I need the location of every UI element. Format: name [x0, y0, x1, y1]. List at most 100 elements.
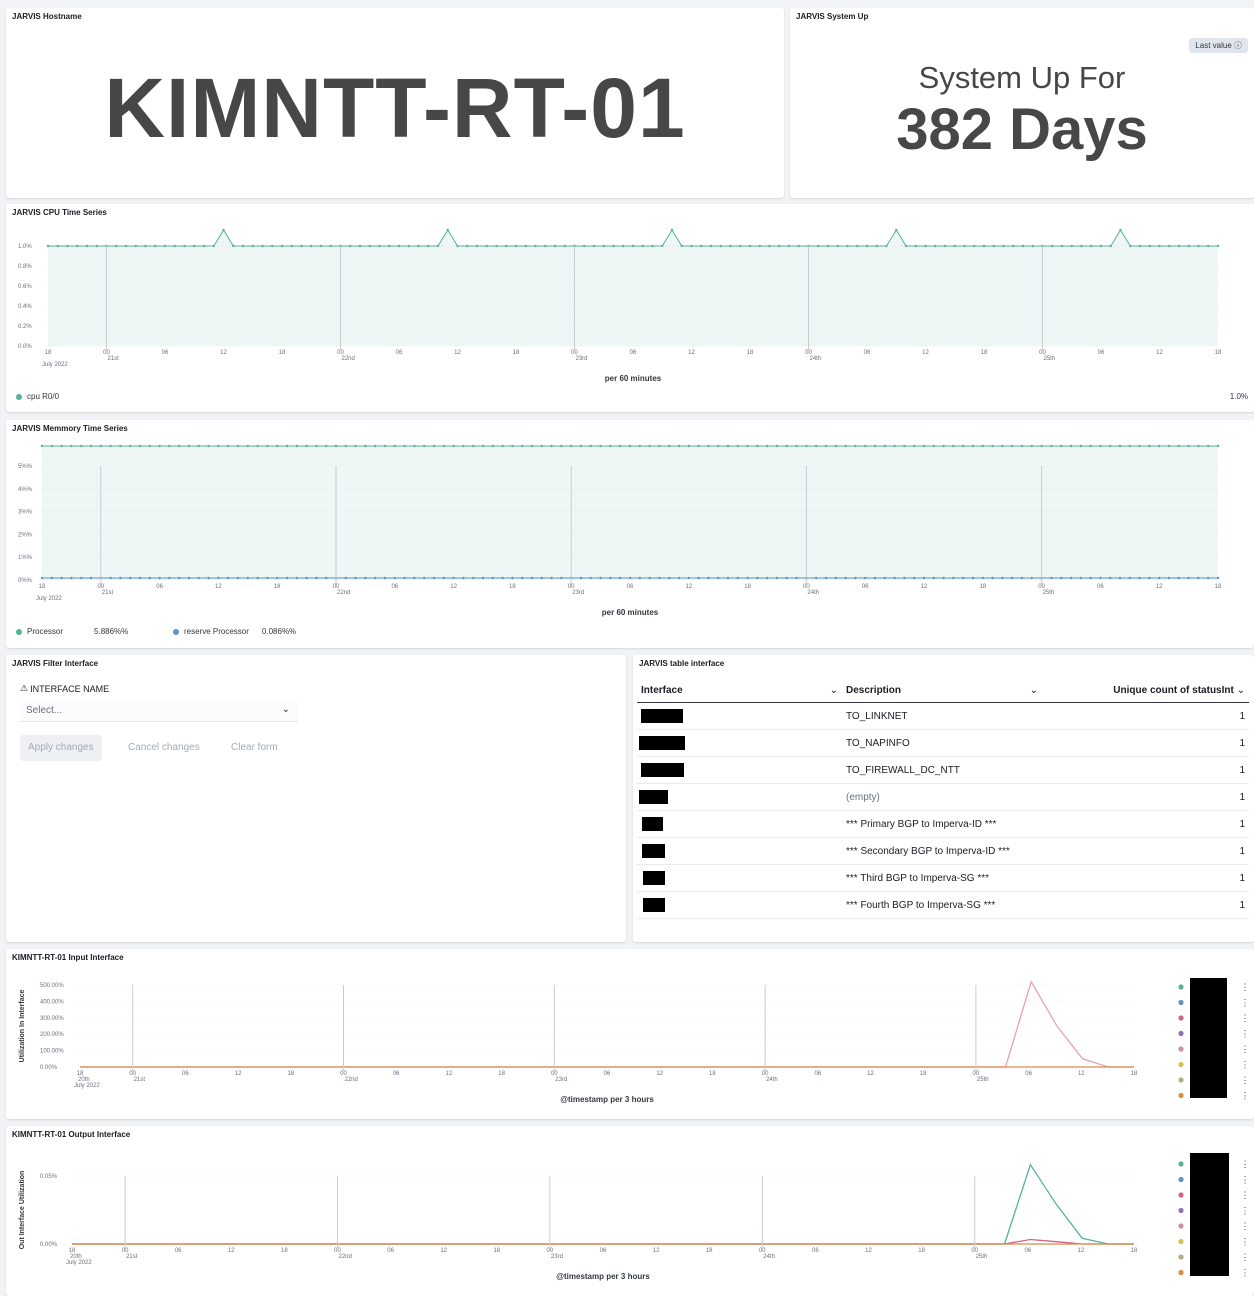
cpu-data-point	[690, 244, 693, 248]
legend-menu-icon: ⋮	[1241, 1175, 1250, 1185]
reserve-processor-data-point	[1187, 576, 1190, 580]
processor-data-point	[217, 444, 220, 448]
description-cell: (empty)	[842, 783, 1042, 811]
apply-changes-button[interactable]: Apply changes	[20, 735, 102, 761]
processor-data-point	[1128, 444, 1132, 448]
x-tick-label: 00	[129, 1071, 136, 1077]
processor-data-point	[89, 444, 93, 448]
processor-data-point	[1197, 444, 1200, 448]
processor-data-point	[383, 444, 387, 448]
count-cell: 1	[1042, 864, 1249, 892]
cpu-data-point	[1099, 244, 1103, 248]
legend-menu-icon: ⋮	[1241, 1252, 1250, 1262]
interface-cell	[637, 864, 842, 892]
cpu-data-point	[1031, 244, 1034, 248]
redacted-block	[639, 736, 685, 750]
table-row: *** Fourth BGP to Imperva-SG *** 1	[637, 891, 1249, 919]
cpu-data-point	[817, 244, 820, 248]
reserve-processor-data-point	[1001, 576, 1004, 580]
x-subtick-label: 24th	[807, 590, 819, 596]
reserve-processor-data-point	[413, 576, 416, 580]
reserve-processor-data-point	[981, 576, 984, 580]
legend-menu-icon: ⋮	[1241, 1221, 1250, 1231]
table-row: *** Secondary BGP to Imperva-ID *** 1	[637, 837, 1249, 865]
reserve-processor-data-point	[109, 576, 112, 580]
processor-data-point	[227, 444, 230, 448]
processor-data-point	[119, 444, 122, 448]
reserve-processor-data-point	[707, 576, 710, 580]
processor-data-point	[1069, 444, 1073, 448]
processor-data-point	[756, 444, 759, 448]
uptime-label: System Up For	[918, 60, 1126, 95]
column-header-description[interactable]: Description ⌄	[842, 679, 1042, 703]
cpu-data-point	[173, 244, 176, 248]
legend-menu-icon: ⋮	[1241, 1013, 1250, 1023]
x-subtick-label: 22nd	[339, 1254, 352, 1260]
legend-dot-icon	[1178, 1061, 1184, 1068]
legend-dot-icon	[1178, 1077, 1184, 1083]
interface-select[interactable]: Select... ⌄	[20, 700, 298, 722]
cpu-data-point	[436, 244, 440, 248]
legend-menu-icon: ⋮	[1241, 1060, 1250, 1070]
processor-data-point	[374, 444, 377, 448]
legend-dot-icon	[1178, 1161, 1184, 1167]
y-tick-label: 0.00%	[40, 1242, 58, 1248]
cpu-data-point	[46, 244, 50, 248]
cpu-data-point	[378, 244, 381, 248]
cpu-data-point	[427, 244, 430, 248]
reserve-processor-data-point	[1207, 576, 1210, 580]
last-value-badge[interactable]: Last value ⓘ	[1189, 38, 1248, 53]
processor-data-point	[932, 444, 935, 448]
redacted-block	[639, 790, 668, 804]
reserve-processor-data-point	[256, 576, 259, 580]
x-subtick-label: 25th	[1044, 356, 1056, 362]
legend-label: Processor	[27, 627, 64, 636]
memory-legend-item-processor[interactable]: Processor 5.886%%	[16, 627, 128, 636]
cpu-data-point	[1158, 244, 1161, 248]
legend-dot-icon	[1178, 1223, 1184, 1229]
column-header-count[interactable]: Unique count of statusInt ⌄	[1042, 679, 1249, 703]
x-tick-label: 00	[762, 1071, 769, 1077]
reserve-processor-data-point	[442, 576, 445, 580]
processor-data-point	[1177, 444, 1181, 448]
reserve-processor-data-point	[354, 576, 357, 580]
reserve-processor-data-point	[364, 576, 367, 580]
reserve-processor-data-point	[383, 576, 387, 580]
cpu-data-point	[407, 244, 410, 248]
cpu-data-point	[924, 244, 927, 248]
column-header-interface[interactable]: Interface ⌄	[637, 679, 842, 703]
x-tick-label: 06	[814, 1071, 821, 1077]
processor-data-point	[60, 444, 63, 448]
clear-form-button[interactable]: Clear form	[231, 742, 278, 753]
x-subtick-label: 21st	[126, 1254, 138, 1260]
processor-data-point	[325, 444, 328, 448]
processor-data-point	[648, 444, 651, 448]
cpu-data-point	[895, 228, 898, 232]
redacted-block	[642, 817, 663, 831]
legend-dot-icon	[1178, 1030, 1184, 1037]
processor-data-point	[540, 444, 543, 448]
cpu-data-point	[163, 244, 167, 248]
cancel-changes-button[interactable]: Cancel changes	[128, 742, 200, 753]
processor-data-point	[1187, 444, 1190, 448]
reserve-processor-data-point	[550, 576, 553, 580]
reserve-processor-data-point	[217, 576, 220, 580]
reserve-processor-data-point	[423, 576, 426, 580]
processor-data-point	[815, 444, 818, 448]
processor-data-point	[687, 444, 690, 448]
x-tick-label: 00	[340, 1071, 347, 1077]
processor-data-point	[609, 444, 612, 448]
memory-legend-item-reserve[interactable]: reserve Processor 0.086%%	[173, 627, 296, 636]
memory-chart: 5%% 4%% 3%% 2%% 1%% 0%% 18 00 06 12 18 00 06 12 18 00 06…	[18, 444, 1222, 617]
cpu-legend-item[interactable]: cpu R0/0	[16, 392, 59, 401]
processor-data-point	[883, 444, 886, 448]
x-tick-label: 12	[454, 350, 461, 356]
processor-data-point	[903, 444, 906, 448]
description-cell: *** Primary BGP to Imperva-ID ***	[842, 810, 1042, 838]
processor-data-point	[472, 444, 475, 448]
reserve-processor-data-point	[991, 576, 994, 580]
y-tick-label: 4%%	[18, 487, 33, 493]
x-tick-label: 12	[220, 350, 227, 356]
reserve-processor-data-point	[462, 576, 465, 580]
uptime-value: 382 Days	[896, 97, 1148, 162]
